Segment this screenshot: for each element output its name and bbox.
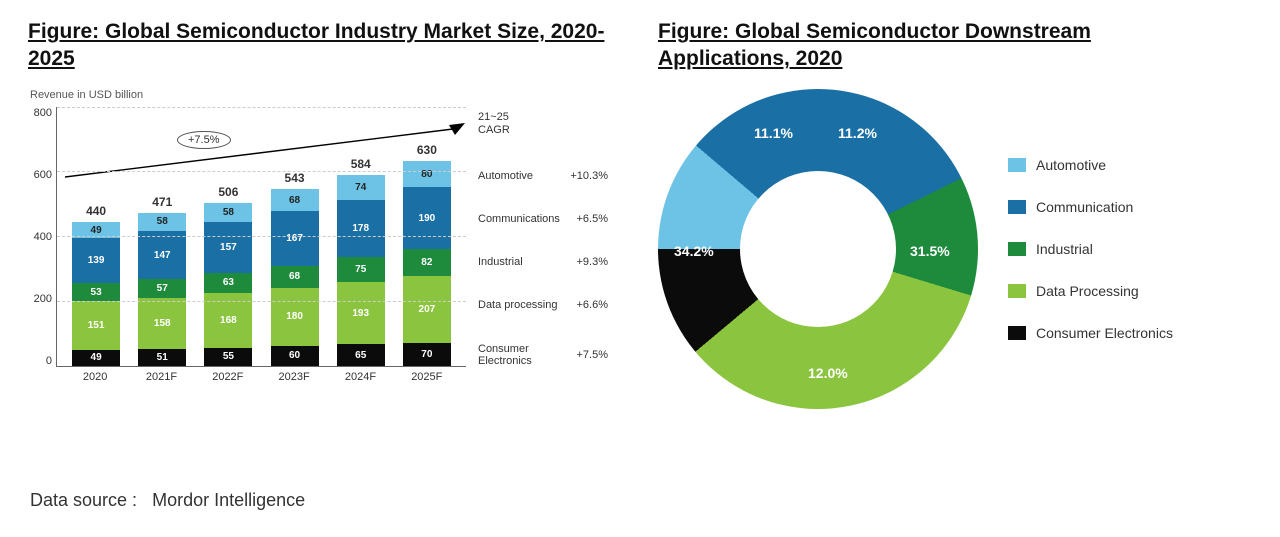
cagr-row: Automotive+10.3% xyxy=(478,170,608,182)
ytick: 600 xyxy=(28,169,52,181)
y-axis-label: Revenue in USD billion xyxy=(30,89,618,101)
legend-label: Communication xyxy=(1036,199,1133,215)
cagr-row: Industrial+9.3% xyxy=(478,256,608,268)
bar-segment-industrial: 68 xyxy=(271,266,319,288)
bar-segment-consumer_electronics: 60 xyxy=(271,346,319,366)
bar-total: 440 xyxy=(86,204,106,218)
bar-segment-automotive: 74 xyxy=(337,175,385,199)
bar-segment-communications: 190 xyxy=(403,187,451,249)
ytick: 0 xyxy=(28,355,52,367)
xtick: 2022F xyxy=(204,371,252,383)
bar-segment-automotive: 58 xyxy=(138,213,186,232)
bar-segment-data_processing: 193 xyxy=(337,282,385,345)
bar-total: 506 xyxy=(218,185,238,199)
bar-segment-industrial: 82 xyxy=(403,249,451,276)
cagr-row: Data processing+6.6% xyxy=(478,299,608,311)
bar-segment-consumer_electronics: 49 xyxy=(72,350,120,366)
xtick: 2024F xyxy=(336,371,384,383)
bar-segment-communications: 167 xyxy=(271,211,319,265)
bar-segment-consumer_electronics: 65 xyxy=(337,344,385,365)
bar-segment-industrial: 53 xyxy=(72,283,120,300)
legend-swatch xyxy=(1008,200,1026,214)
bar: 543601806816768 xyxy=(271,189,319,365)
legend-swatch xyxy=(1008,158,1026,172)
cagr-row: Consumer Electronics+7.5% xyxy=(478,343,608,367)
figure-title-left: Figure: Global Semiconductor Industry Ma… xyxy=(28,18,618,73)
bar: 630702078219080 xyxy=(403,161,451,365)
bar-chart-plot: +7.5% 4404915153139494715115857147585065… xyxy=(56,107,466,367)
legend-swatch xyxy=(1008,242,1026,256)
slice-label: 11.2% xyxy=(838,125,877,141)
bar-total: 543 xyxy=(285,171,305,185)
donut-hole xyxy=(740,171,896,327)
slice-label: 31.5% xyxy=(910,243,950,259)
bar-segment-data_processing: 158 xyxy=(138,298,186,349)
bar-segment-industrial: 57 xyxy=(138,279,186,298)
bar-segment-automotive: 68 xyxy=(271,189,319,211)
donut-legend: Automotive Communication Industrial Data Pr… xyxy=(1008,157,1173,341)
legend-label: Consumer Electronics xyxy=(1036,325,1173,341)
donut-chart: 11.2% 31.5% 12.0% 34.2% 11.1% xyxy=(658,89,978,409)
legend-label: Automotive xyxy=(1036,157,1106,173)
legend-item: Communication xyxy=(1008,199,1173,215)
bar-segment-industrial: 63 xyxy=(204,273,252,293)
slice-label: 34.2% xyxy=(674,243,714,259)
bar: 440491515313949 xyxy=(72,222,120,365)
bar-segment-automotive: 80 xyxy=(403,161,451,187)
legend-swatch xyxy=(1008,326,1026,340)
xtick: 2021F xyxy=(137,371,185,383)
legend-item: Data Processing xyxy=(1008,283,1173,299)
xtick: 2025F xyxy=(403,371,451,383)
bar-segment-communications: 139 xyxy=(72,238,120,283)
bar-segment-data_processing: 151 xyxy=(72,301,120,350)
bar-segment-communications: 178 xyxy=(337,200,385,258)
bar-segment-consumer_electronics: 51 xyxy=(138,349,186,366)
legend-label: Industrial xyxy=(1036,241,1093,257)
data-source: Data source : Mordor Intelligence xyxy=(30,490,305,511)
ytick: 400 xyxy=(28,231,52,243)
bar-segment-automotive: 58 xyxy=(204,203,252,222)
xtick: 2020 xyxy=(71,371,119,383)
bar: 584651937517874 xyxy=(337,175,385,365)
bar-segment-communications: 157 xyxy=(204,222,252,273)
cagr-title: 21~25 CAGR xyxy=(478,111,608,137)
bar-total: 630 xyxy=(417,143,437,157)
ytick: 800 xyxy=(28,107,52,119)
legend-item: Automotive xyxy=(1008,157,1173,173)
bar-segment-communications: 147 xyxy=(138,231,186,279)
legend-item: Consumer Electronics xyxy=(1008,325,1173,341)
legend-item: Industrial xyxy=(1008,241,1173,257)
legend-label: Data Processing xyxy=(1036,283,1139,299)
legend-swatch xyxy=(1008,284,1026,298)
figure-title-right: Figure: Global Semiconductor Downstream … xyxy=(658,18,1218,73)
market-size-figure: Figure: Global Semiconductor Industry Ma… xyxy=(28,18,618,409)
bar-segment-consumer_electronics: 55 xyxy=(204,348,252,366)
applications-figure: Figure: Global Semiconductor Downstream … xyxy=(658,18,1218,409)
bar-total: 584 xyxy=(351,157,371,171)
bar-segment-data_processing: 207 xyxy=(403,276,451,343)
bar-segment-consumer_electronics: 70 xyxy=(403,343,451,366)
cagr-column: 21~25 CAGR Automotive+10.3% Communicatio… xyxy=(478,107,608,367)
slice-label: 12.0% xyxy=(808,365,848,381)
bar-total: 471 xyxy=(152,195,172,209)
y-axis-ticks: 800 600 400 200 0 xyxy=(28,107,56,367)
bar: 506551686315758 xyxy=(204,203,252,366)
ytick: 200 xyxy=(28,293,52,305)
cagr-row: Communications+6.5% xyxy=(478,213,608,225)
xtick: 2023F xyxy=(270,371,318,383)
bar-segment-industrial: 75 xyxy=(337,257,385,281)
slice-label: 11.1% xyxy=(754,125,793,141)
x-axis: 2020 2021F 2022F 2023F 2024F 2025F xyxy=(56,371,466,383)
bar-segment-data_processing: 180 xyxy=(271,288,319,347)
